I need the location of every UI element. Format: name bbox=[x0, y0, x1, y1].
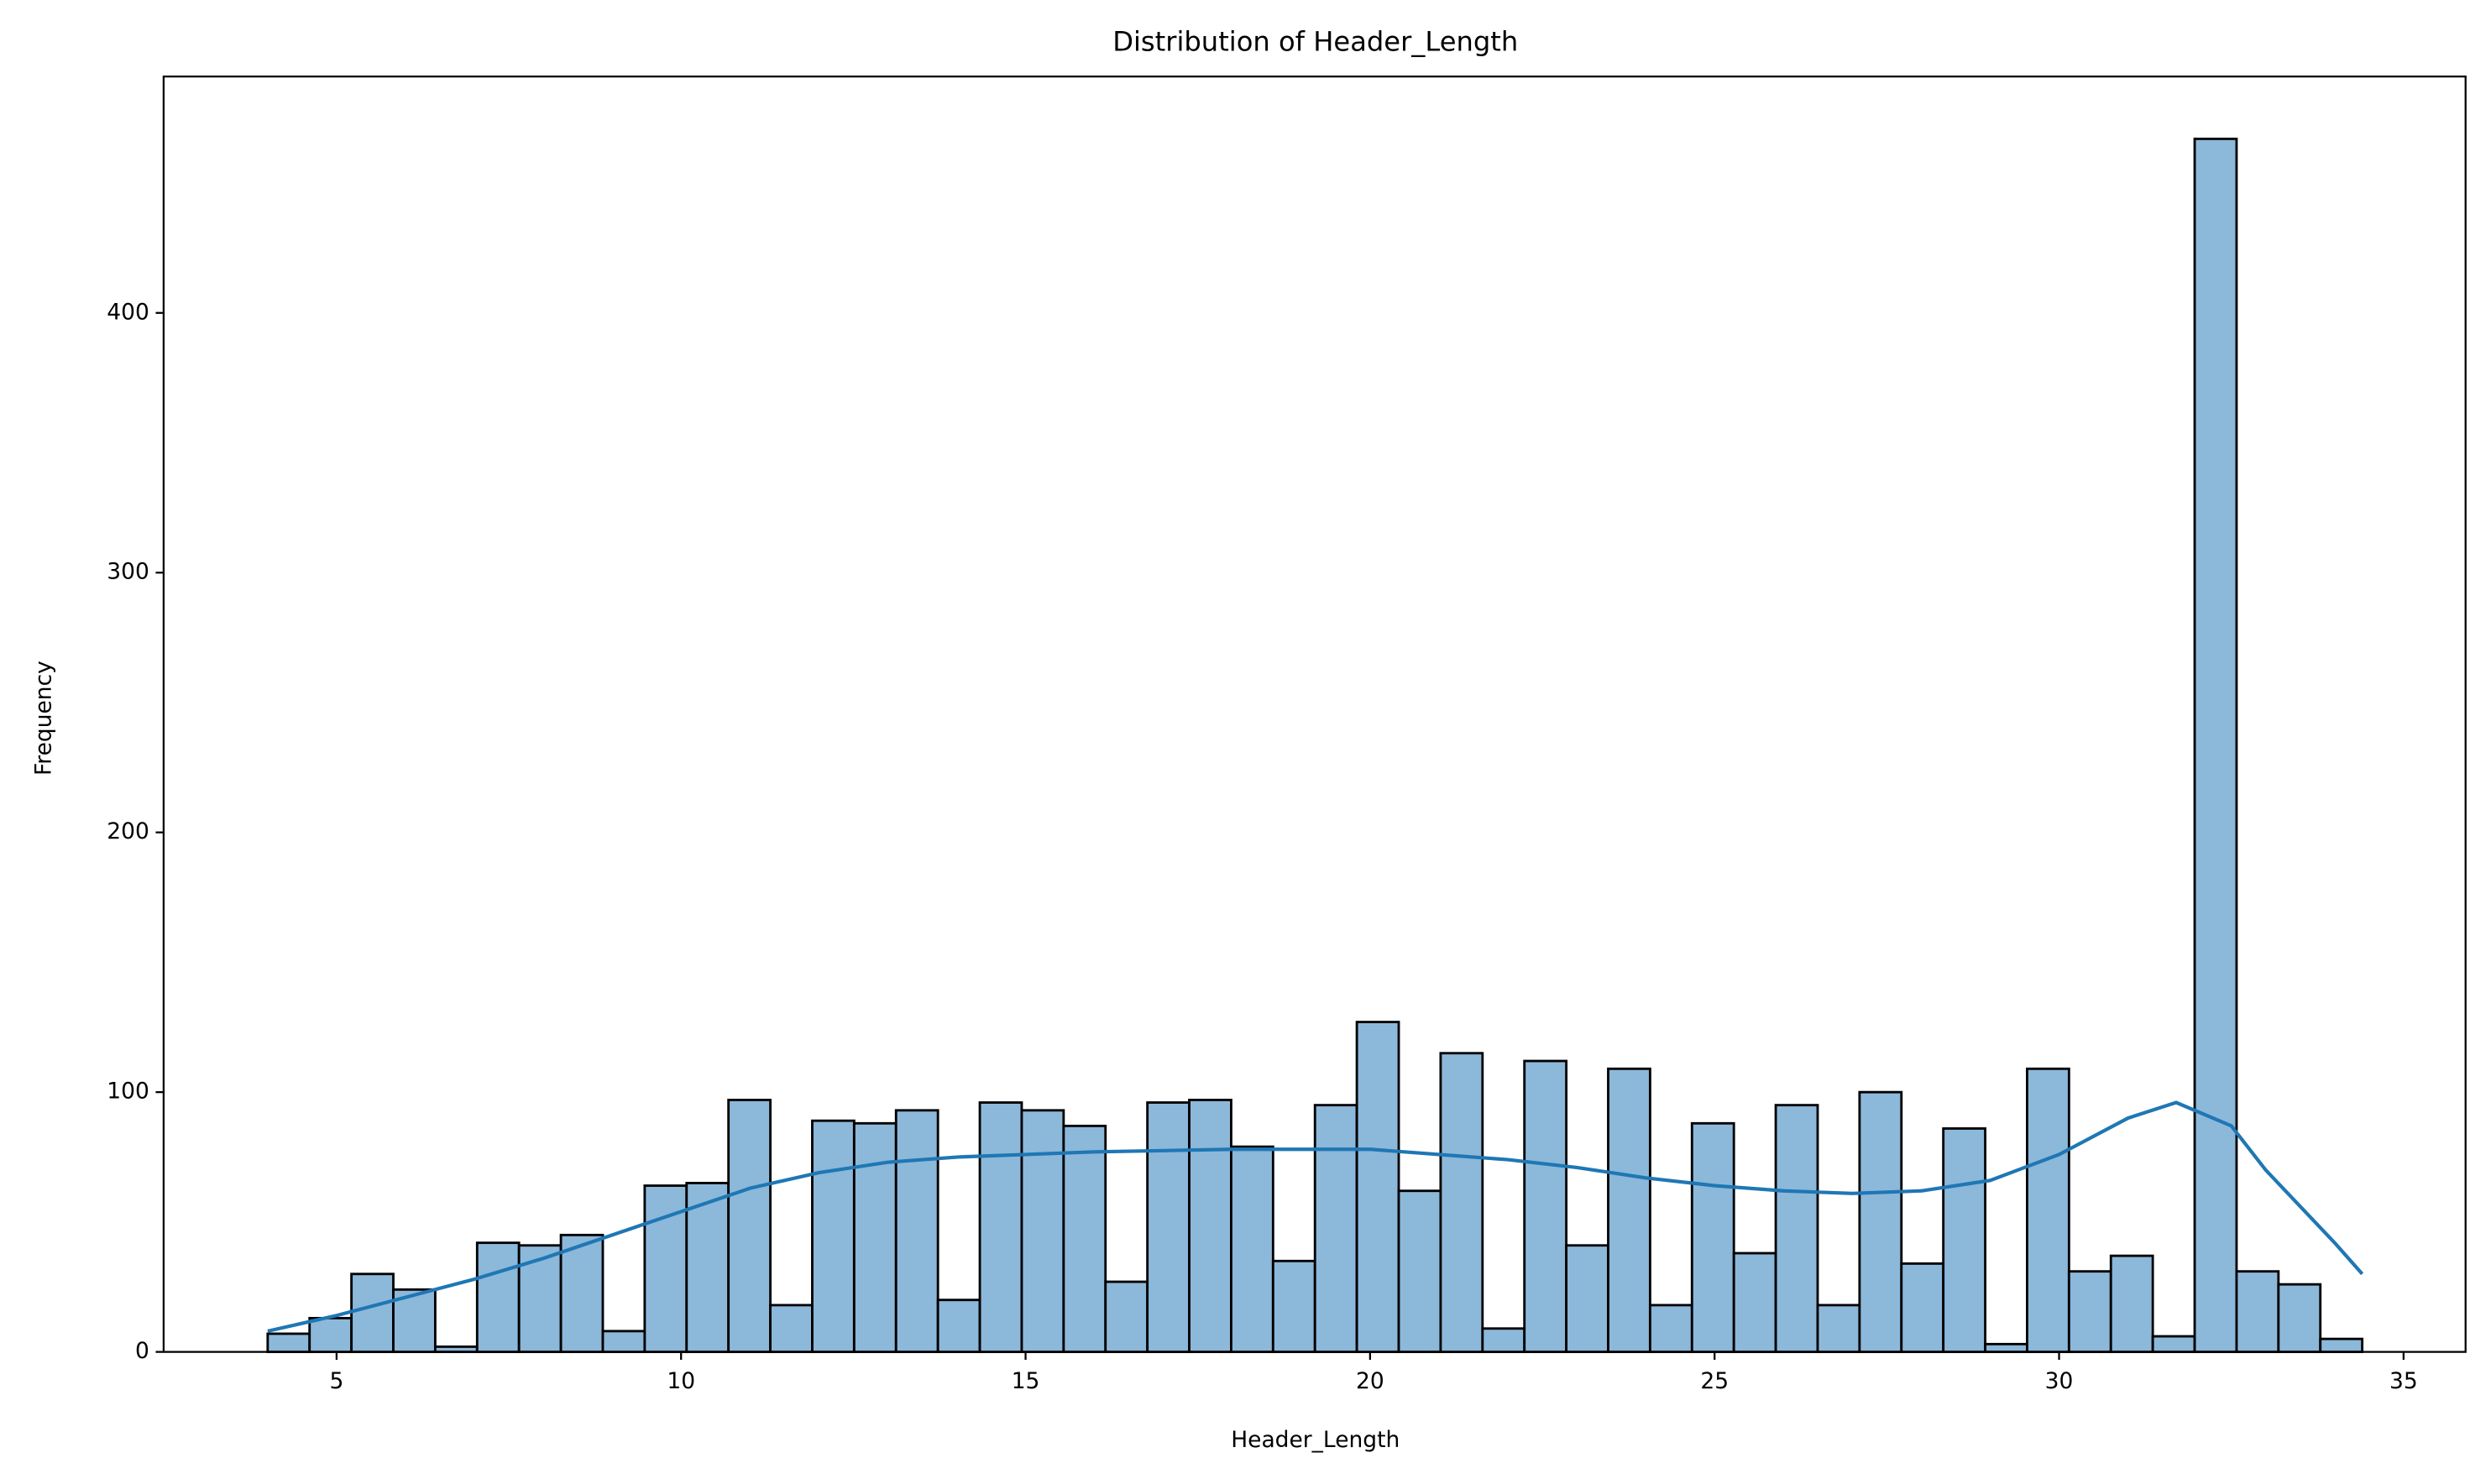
bar bbox=[1565, 1244, 1609, 1354]
y-tick-label: 400 bbox=[107, 299, 149, 325]
bar bbox=[2235, 1270, 2280, 1354]
bar bbox=[1732, 1251, 1777, 1354]
bar bbox=[727, 1099, 772, 1354]
bar bbox=[1648, 1304, 1693, 1354]
y-tick-label: 100 bbox=[107, 1079, 149, 1105]
y-tick-label: 200 bbox=[107, 818, 149, 844]
bar bbox=[2151, 1335, 2196, 1354]
bar bbox=[1942, 1127, 1986, 1354]
bar bbox=[936, 1298, 981, 1354]
x-tick-label: 20 bbox=[1356, 1368, 1384, 1394]
bar bbox=[1146, 1101, 1191, 1354]
bar bbox=[1607, 1067, 1651, 1354]
bar bbox=[2193, 138, 2238, 1354]
bar bbox=[2109, 1254, 2154, 1354]
bar bbox=[475, 1241, 521, 1354]
x-tick-label: 25 bbox=[1700, 1368, 1729, 1394]
chart-title: Distribution of Header_Length bbox=[1112, 25, 1518, 57]
bar bbox=[350, 1272, 395, 1354]
bar bbox=[2026, 1067, 2070, 1354]
bar bbox=[601, 1330, 646, 1354]
plot-frame bbox=[162, 76, 2467, 1353]
bar bbox=[2319, 1337, 2364, 1354]
bar bbox=[1439, 1052, 1484, 1354]
bar bbox=[559, 1233, 604, 1354]
bar bbox=[1523, 1059, 1568, 1354]
bar bbox=[978, 1101, 1023, 1354]
bar bbox=[1062, 1124, 1107, 1354]
y-axis-label: Frequency bbox=[30, 661, 56, 776]
bar bbox=[1313, 1104, 1358, 1354]
bar bbox=[1774, 1104, 1819, 1354]
x-axis-label: Header_Length bbox=[1231, 1427, 1400, 1453]
bar bbox=[1020, 1109, 1065, 1354]
x-tick-label: 10 bbox=[667, 1368, 695, 1394]
bar bbox=[2067, 1270, 2112, 1354]
kde-line bbox=[267, 1100, 2364, 1333]
bar bbox=[2277, 1283, 2322, 1354]
x-tick-label: 5 bbox=[329, 1368, 343, 1394]
bar bbox=[1355, 1021, 1400, 1354]
bar bbox=[894, 1109, 939, 1354]
bar bbox=[1984, 1342, 2028, 1354]
bar bbox=[769, 1304, 814, 1354]
x-tick-label: 15 bbox=[1012, 1368, 1040, 1394]
bar bbox=[1271, 1259, 1316, 1354]
bar bbox=[1481, 1327, 1526, 1354]
bar bbox=[1188, 1099, 1232, 1354]
y-tick-label: 0 bbox=[135, 1338, 149, 1364]
x-tick-label: 35 bbox=[2389, 1368, 2418, 1394]
bar bbox=[1104, 1280, 1149, 1354]
bar bbox=[1900, 1262, 1945, 1354]
bar bbox=[308, 1316, 353, 1354]
y-tick-label: 300 bbox=[107, 559, 149, 585]
x-tick-label: 30 bbox=[2045, 1368, 2074, 1394]
bar bbox=[1858, 1090, 1903, 1354]
bar bbox=[1230, 1145, 1274, 1354]
bar bbox=[266, 1332, 311, 1354]
bar bbox=[811, 1119, 856, 1354]
bar bbox=[852, 1121, 897, 1354]
bar bbox=[1690, 1121, 1735, 1354]
bar bbox=[1816, 1304, 1861, 1354]
bar bbox=[1397, 1189, 1442, 1354]
bar bbox=[517, 1244, 563, 1354]
